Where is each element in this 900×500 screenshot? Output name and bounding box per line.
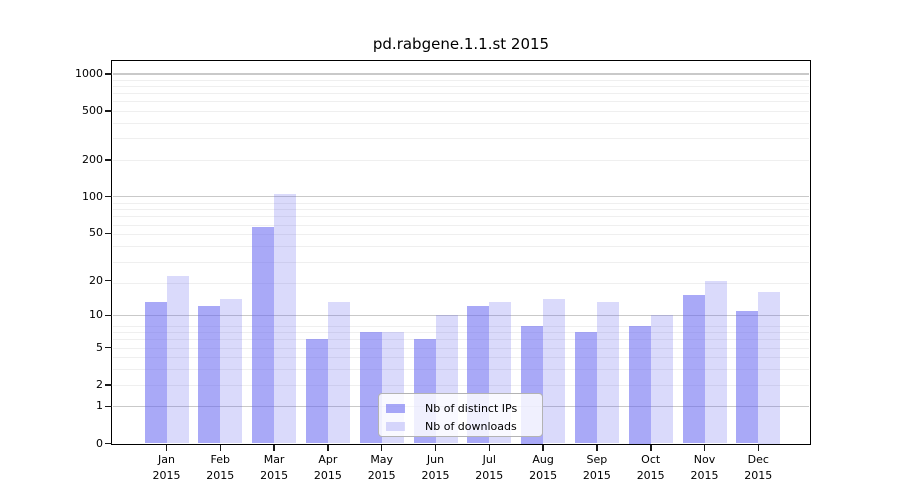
bar-downloads-oct	[650, 315, 673, 444]
gridline-minor	[113, 93, 809, 95]
gridline-minor	[113, 101, 809, 103]
gridline-minor	[113, 111, 809, 113]
y-tick-mark	[105, 159, 112, 161]
gridline-minor	[113, 261, 809, 263]
gridline-minor	[113, 123, 809, 124]
y-tick-label: 200	[82, 152, 103, 166]
y-tick-mark	[105, 384, 112, 386]
y-tick-mark	[105, 110, 112, 112]
x-tick-mark	[596, 445, 598, 451]
x-tick-mark	[327, 445, 329, 451]
y-tick-label: 50	[89, 226, 103, 240]
y-tick-label: 100	[82, 189, 103, 203]
y-tick-label: 500	[82, 104, 103, 117]
x-tick-mark	[703, 445, 706, 451]
x-tick-mark	[219, 445, 222, 451]
chart-title: pd.rabgene.1.1.st 2015	[372, 35, 550, 53]
gridline-minor	[113, 86, 809, 87]
y-tick-label: 1000	[75, 67, 103, 80]
x-tick-label: Feb 2015	[206, 453, 235, 482]
y-tick-label: 0	[96, 436, 103, 450]
y-tick-mark	[105, 314, 112, 316]
gridline-minor	[113, 216, 809, 218]
y-tick-mark	[105, 195, 112, 198]
legend-item-distinct-ips: Nb of distinct IPs	[386, 399, 542, 417]
x-tick-mark	[757, 445, 759, 451]
bar-distinct-ips-may	[359, 332, 382, 444]
gridline-major	[113, 196, 809, 198]
legend-item-downloads: Nb of downloads	[386, 417, 542, 435]
bar-downloads-mar	[274, 194, 297, 444]
legend-swatch-downloads	[386, 421, 405, 431]
gridline-minor	[113, 209, 809, 211]
bar-distinct-ips-oct	[628, 326, 651, 444]
x-tick-label: Nov 2015	[690, 453, 719, 482]
gridline-minor	[113, 246, 809, 248]
gridline-minor	[113, 224, 809, 226]
x-tick-label: Aug 2015	[529, 453, 558, 482]
y-tick-mark	[105, 346, 112, 349]
x-tick-label: Jun 2015	[421, 453, 450, 482]
bar-downloads-nov	[704, 280, 727, 444]
x-tick-label: Jul 2015	[475, 453, 504, 482]
bar-downloads-sep	[596, 302, 619, 444]
x-tick-mark	[273, 445, 275, 451]
y-tick-mark	[105, 73, 112, 75]
gridline-minor	[113, 332, 809, 334]
gridline-minor	[113, 138, 809, 140]
legend-swatch-distinct-ips	[386, 403, 405, 413]
gridline-minor	[113, 79, 809, 81]
gridline-minor	[113, 202, 809, 204]
bar-distinct-ips-apr	[305, 339, 328, 444]
bar-distinct-ips-sep	[574, 332, 597, 444]
bar-downloads-aug	[543, 298, 566, 444]
x-tick-label: Sep 2015	[582, 453, 611, 482]
y-tick-mark	[105, 442, 112, 445]
bar-downloads-apr	[327, 302, 350, 444]
gridline-minor	[113, 283, 809, 285]
legend: Nb of distinct IPs Nb of downloads	[378, 393, 543, 437]
y-tick-label: 1	[96, 399, 103, 413]
x-tick-label: Mar 2015	[260, 453, 289, 482]
bar-distinct-ips-mar	[252, 227, 275, 444]
bar-distinct-ips-dec	[736, 310, 759, 444]
x-tick-mark	[488, 445, 490, 451]
x-tick-label: Dec 2015	[744, 453, 773, 482]
y-tick-label: 5	[96, 340, 103, 354]
x-tick-mark	[542, 445, 544, 451]
bar-distinct-ips-feb	[198, 306, 221, 444]
legend-label-distinct-ips: Nb of distinct IPs	[425, 401, 518, 415]
x-tick-label: Apr 2015	[313, 453, 342, 482]
y-tick-mark	[105, 405, 112, 408]
gridline-minor	[113, 326, 809, 327]
y-tick-mark	[105, 232, 112, 234]
gridline-minor	[113, 339, 809, 341]
x-tick-label: Oct 2015	[636, 453, 665, 482]
gridline-minor	[113, 160, 809, 162]
x-tick-mark	[650, 445, 652, 451]
bar-downloads-dec	[758, 292, 781, 444]
gridline-minor	[113, 357, 809, 359]
x-tick-label: Jan 2015	[152, 453, 181, 482]
x-tick-mark	[380, 445, 383, 451]
gridline-minor	[113, 369, 809, 371]
bar-distinct-ips-jan	[144, 302, 167, 444]
bar-distinct-ips-nov	[682, 295, 705, 444]
x-tick-label: May 2015	[367, 453, 396, 482]
y-tick-label: 2	[96, 377, 103, 391]
legend-label-downloads: Nb of downloads	[425, 419, 517, 433]
gridline-major	[113, 314, 809, 316]
y-tick-label: 10	[89, 308, 103, 322]
bar-downloads-feb	[220, 298, 243, 444]
gridline-minor	[113, 234, 809, 236]
gridline-minor	[113, 384, 809, 386]
x-tick-mark	[165, 445, 168, 451]
x-tick-mark	[434, 445, 437, 451]
gridline-minor	[113, 347, 809, 349]
gridline-major	[113, 73, 809, 75]
bar-downloads-jan	[166, 275, 189, 444]
y-tick-label: 20	[89, 273, 103, 287]
y-tick-mark	[105, 279, 112, 282]
